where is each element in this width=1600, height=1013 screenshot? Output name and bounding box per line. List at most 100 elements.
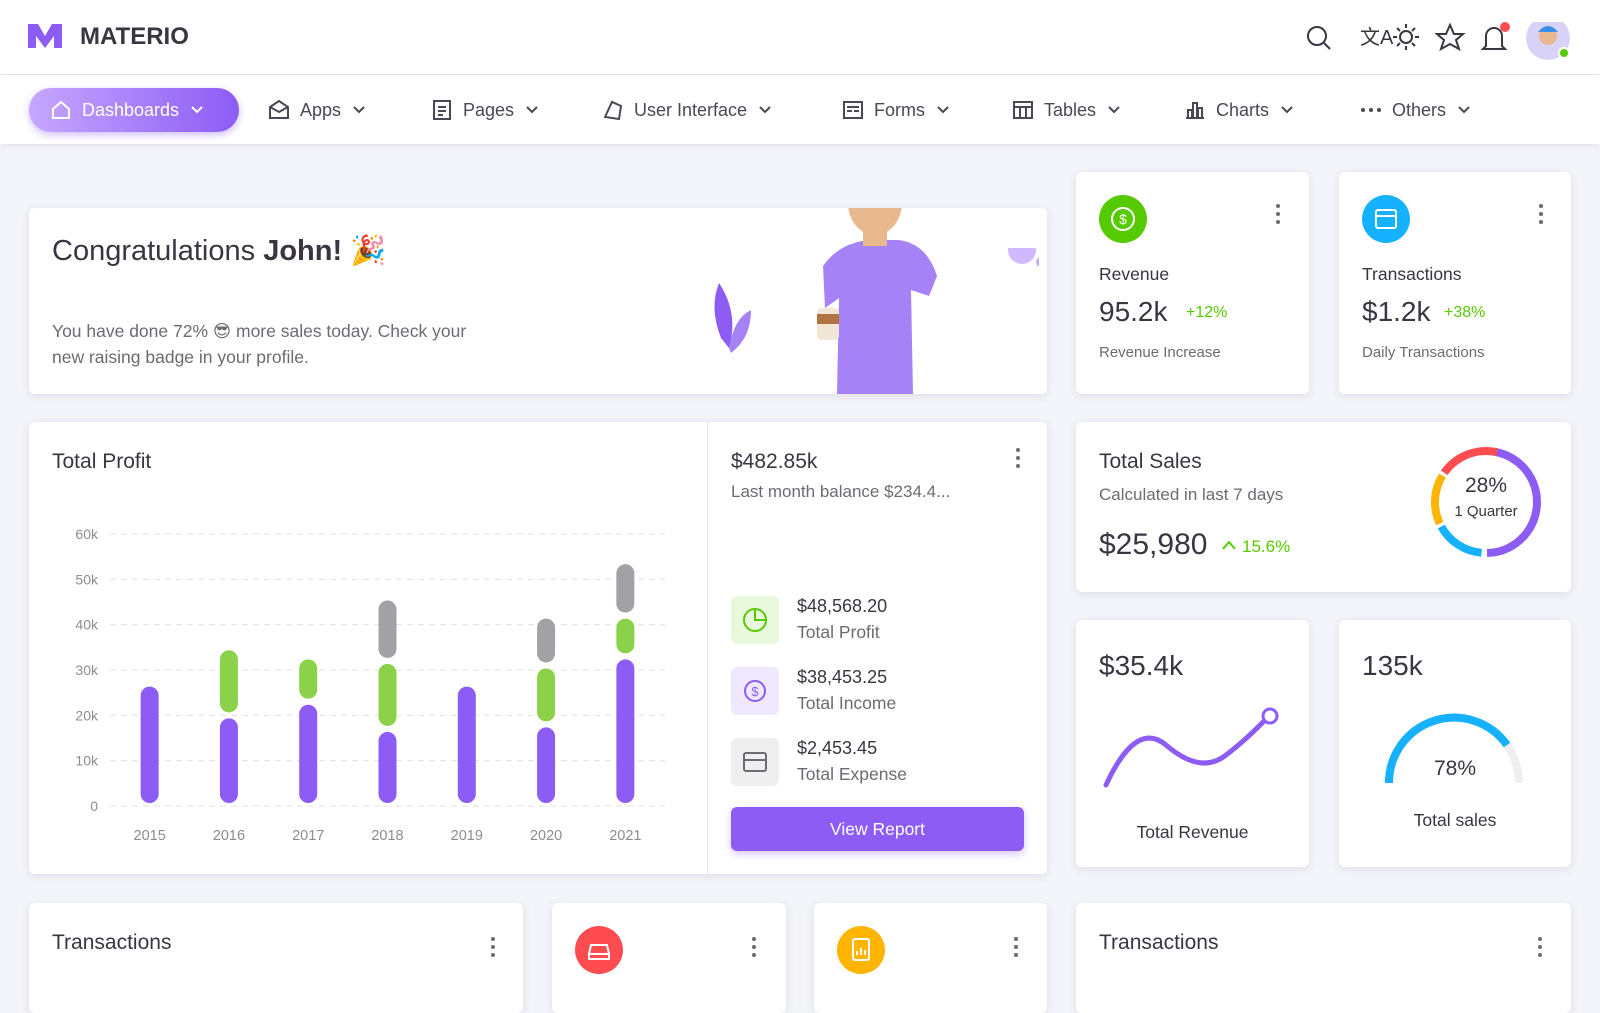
- bar-segment: [219, 718, 238, 803]
- x-tick-label: 2018: [371, 828, 403, 844]
- welcome-title: Congratulations John! 🎉: [52, 235, 387, 267]
- view-report-button[interactable]: View Report: [731, 807, 1024, 851]
- nav-label: User Interface: [634, 99, 748, 120]
- bar-segment: [616, 618, 635, 654]
- card-label: Total sales: [1413, 810, 1497, 830]
- y-tick-label: 0: [90, 798, 98, 814]
- menu-button[interactable]: [1276, 204, 1280, 228]
- bar-segment: [616, 564, 635, 613]
- menu-button[interactable]: [1539, 204, 1543, 228]
- donut-label: 1 Quarter: [1454, 503, 1518, 520]
- bar-segment: [299, 659, 318, 699]
- item-icon: [731, 738, 779, 786]
- chevron: [1108, 106, 1120, 114]
- stat-subtitle: Revenue Increase: [1099, 344, 1221, 361]
- nav-icon: [52, 100, 70, 119]
- menu-button[interactable]: [1014, 937, 1018, 961]
- item-icon: $: [731, 667, 779, 715]
- nav-user-interface[interactable]: User Interface: [602, 88, 773, 132]
- nav-tables[interactable]: Tables: [1012, 88, 1122, 132]
- bar-segment: [537, 668, 556, 722]
- active-nav-pill[interactable]: [29, 88, 239, 132]
- nav-forms[interactable]: Forms: [842, 88, 951, 132]
- header-actions[interactable]: 文A: [1300, 22, 1580, 62]
- bar-segment: [616, 659, 635, 803]
- menu-button[interactable]: [1016, 448, 1020, 472]
- gauge-value: 78%: [1433, 757, 1477, 780]
- nav-pages[interactable]: Pages: [431, 88, 540, 132]
- nav-label: Charts: [1216, 99, 1270, 120]
- bar-segment: [378, 663, 397, 726]
- divider: [707, 422, 708, 874]
- bar-segment: [219, 650, 238, 713]
- total-profit-card: Total Profit 0 10k 20k 30k 40k 50k 60k 2015 2016…: [29, 422, 1047, 874]
- vehicle-card: [552, 903, 786, 1013]
- welcome-card: Congratulations John! 🎉 You have done 72…: [29, 208, 1047, 394]
- top-bar: MATERIO 文A: [0, 0, 1600, 75]
- nav-icon: [1186, 102, 1204, 119]
- item-icon: [731, 596, 779, 644]
- bar-segment: [378, 600, 397, 658]
- donut-value: 28%: [1464, 474, 1508, 497]
- nav-icon: [603, 100, 623, 121]
- svg-text:文A: 文A: [1360, 26, 1394, 49]
- x-tick-label: 2016: [213, 828, 245, 844]
- menu-button[interactable]: [491, 937, 495, 961]
- menu-button[interactable]: [1538, 937, 1542, 961]
- svg-text:$: $: [751, 684, 759, 699]
- chevron: [526, 106, 538, 114]
- item-label: Total Expense: [797, 764, 907, 784]
- nav-label: Dashboards: [82, 99, 180, 120]
- nav-icon: [269, 99, 289, 119]
- transactions-card: Transactions: [1076, 903, 1571, 1013]
- nav-dashboards[interactable]: Dashboards: [50, 88, 205, 132]
- welcome-title-prefix: Congratulations: [52, 235, 256, 267]
- menu-button[interactable]: [752, 937, 756, 961]
- nav-icon: [1361, 108, 1381, 112]
- y-tick-label: 40k: [75, 617, 99, 633]
- nav-label: Forms: [874, 99, 925, 120]
- chevron: [1281, 106, 1293, 114]
- transactions-stat-card: Transactions $1.2k +38% Daily Transactio…: [1339, 172, 1571, 394]
- item-amount: $38,453.25: [797, 667, 888, 687]
- illustration: [714, 248, 1039, 353]
- item-amount: $2,453.45: [797, 738, 878, 758]
- revenue-line-card: $35.4k Total Revenue: [1076, 620, 1309, 867]
- x-tick-label: 2017: [292, 828, 324, 844]
- logo: [28, 24, 62, 48]
- revenue-sparkline: [1103, 707, 1279, 788]
- sales-value: $25,980: [1099, 528, 1208, 561]
- bar-segment: [140, 686, 159, 803]
- chevron: [759, 106, 771, 114]
- item-label: Total Income: [797, 693, 897, 713]
- up-arrow: [1222, 540, 1236, 550]
- stat-value: 95.2k: [1099, 296, 1168, 327]
- x-tick-label: 2020: [530, 828, 562, 844]
- nav-icon: [433, 100, 451, 120]
- donut: [1431, 447, 1541, 557]
- transactions-card: Transactions: [29, 903, 523, 1013]
- balance-note: Last month balance $234.4...: [731, 482, 951, 501]
- y-tick-label: 20k: [75, 707, 99, 723]
- card-value: $35.4k: [1099, 650, 1184, 681]
- revenue-stat-card: $ Revenue 95.2k +12% Revenue Increase: [1076, 172, 1309, 394]
- bar-segment: [378, 731, 397, 803]
- profit-chart: 0 10k 20k 30k 40k 50k 60k 2015 2016 2017 2018 2019 2…: [75, 526, 665, 844]
- nav-label: Others: [1392, 99, 1447, 120]
- nav-icon: [843, 101, 863, 119]
- welcome-text: You have done 72% 😎 more sales today. Ch…: [52, 321, 467, 367]
- nav-apps[interactable]: Apps: [268, 88, 367, 132]
- nav-label: Pages: [463, 99, 515, 120]
- sales-change: 15.6%: [1242, 537, 1291, 556]
- y-tick-label: 10k: [75, 753, 99, 769]
- brand: MATERIO: [80, 23, 189, 50]
- card-icon: [837, 926, 885, 974]
- nav-others[interactable]: Others: [1360, 88, 1472, 132]
- balance: $482.85k: [731, 450, 818, 473]
- nav-charts[interactable]: Charts: [1184, 88, 1295, 132]
- y-tick-label: 30k: [75, 662, 99, 678]
- report-card: [814, 903, 1047, 1013]
- bar-segment: [537, 618, 556, 663]
